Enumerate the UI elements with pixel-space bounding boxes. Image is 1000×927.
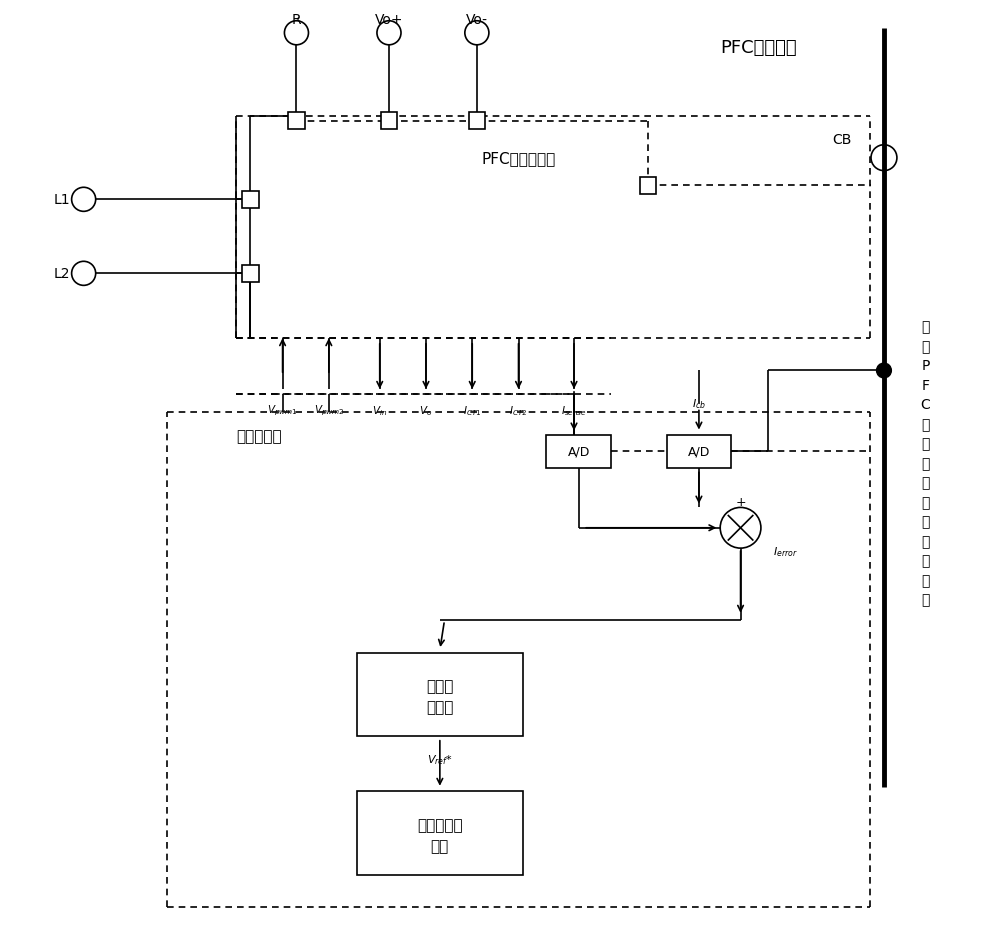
Text: PFC整流模块: PFC整流模块	[721, 39, 797, 57]
Bar	[640, 178, 656, 195]
Bar	[242, 266, 259, 283]
Text: 控制器: 控制器	[426, 700, 454, 715]
Text: Vo+: Vo+	[375, 13, 403, 27]
Text: A/D: A/D	[567, 446, 590, 459]
Text: +: +	[735, 496, 746, 509]
Text: R: R	[292, 13, 301, 27]
Text: $V_o$: $V_o$	[419, 403, 433, 417]
Bar	[381, 113, 397, 130]
Text: A/D: A/D	[688, 446, 710, 459]
Text: L2: L2	[53, 267, 70, 281]
Text: 均流环: 均流环	[426, 679, 454, 693]
Text: CB: CB	[833, 133, 852, 147]
Circle shape	[877, 363, 891, 378]
Text: $I_{error}$: $I_{error}$	[773, 544, 798, 558]
Text: $I_{CT1}$: $I_{CT1}$	[463, 403, 482, 417]
Text: Vo-: Vo-	[466, 13, 488, 27]
Text: L1: L1	[53, 193, 70, 207]
Text: 数字控制器: 数字控制器	[237, 428, 282, 443]
Bar	[357, 653, 523, 736]
Text: $I_{cb}$: $I_{cb}$	[692, 397, 706, 411]
Bar	[469, 113, 485, 130]
Text: PFC主功率电路: PFC主功率电路	[481, 151, 556, 166]
Bar	[288, 113, 305, 130]
Text: $V_{pwm1}$: $V_{pwm1}$	[267, 403, 298, 418]
Text: $I_{sense}$: $I_{sense}$	[561, 403, 587, 417]
Text: $I_{CT2}$: $I_{CT2}$	[509, 403, 528, 417]
Circle shape	[720, 508, 761, 549]
Text: 并
联
P
F
C
整
流
输
入
电
流
参
考
母
线: 并 联 P F C 整 流 输 入 电 流 参 考 母 线	[921, 320, 930, 607]
Text: $V_{ref}$*: $V_{ref}$*	[427, 753, 453, 766]
Text: 流环: 流环	[431, 838, 449, 853]
Bar	[357, 792, 523, 875]
Bar	[242, 192, 259, 209]
Text: 电压环与电: 电压环与电	[417, 818, 463, 832]
Text: $V_{in}$: $V_{in}$	[372, 403, 387, 417]
Bar	[667, 436, 731, 468]
Text: $V_{pwm2}$: $V_{pwm2}$	[314, 403, 344, 418]
Bar	[546, 436, 611, 468]
Text: -: -	[711, 522, 715, 535]
